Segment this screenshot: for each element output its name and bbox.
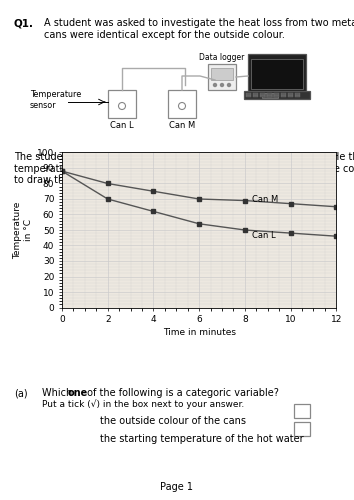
Circle shape xyxy=(178,102,185,110)
Text: the starting temperature of the hot water: the starting temperature of the hot wate… xyxy=(100,434,304,444)
FancyBboxPatch shape xyxy=(295,92,300,94)
FancyBboxPatch shape xyxy=(262,93,278,98)
FancyBboxPatch shape xyxy=(274,92,279,94)
Text: Q1.: Q1. xyxy=(14,18,34,28)
Y-axis label: Temperature
in °C: Temperature in °C xyxy=(13,202,33,258)
FancyBboxPatch shape xyxy=(246,95,251,97)
Circle shape xyxy=(221,84,223,86)
Text: Which: Which xyxy=(42,388,75,398)
Text: Page 1: Page 1 xyxy=(160,482,194,492)
Text: Can M: Can M xyxy=(169,121,195,130)
Circle shape xyxy=(119,102,126,110)
FancyBboxPatch shape xyxy=(208,64,236,90)
FancyBboxPatch shape xyxy=(246,92,251,94)
X-axis label: Time in minutes: Time in minutes xyxy=(162,328,236,338)
Text: Temperature
sensor: Temperature sensor xyxy=(30,90,81,110)
Text: Put a tick (√) in the box next to your answer.: Put a tick (√) in the box next to your a… xyxy=(42,399,244,408)
FancyBboxPatch shape xyxy=(294,422,310,436)
Circle shape xyxy=(228,84,230,86)
FancyBboxPatch shape xyxy=(288,95,293,97)
FancyBboxPatch shape xyxy=(267,95,272,97)
FancyBboxPatch shape xyxy=(253,95,258,97)
FancyBboxPatch shape xyxy=(108,90,136,118)
Text: Can L: Can L xyxy=(252,231,275,240)
FancyBboxPatch shape xyxy=(281,92,286,94)
FancyBboxPatch shape xyxy=(244,91,310,99)
FancyBboxPatch shape xyxy=(260,92,265,94)
FancyBboxPatch shape xyxy=(251,59,303,89)
FancyBboxPatch shape xyxy=(288,92,293,94)
Text: Can M: Can M xyxy=(252,196,278,204)
FancyBboxPatch shape xyxy=(274,95,279,97)
FancyBboxPatch shape xyxy=(295,95,300,97)
FancyBboxPatch shape xyxy=(281,95,286,97)
FancyBboxPatch shape xyxy=(253,92,258,94)
FancyBboxPatch shape xyxy=(260,95,265,97)
Text: of the following is a categoric variable?: of the following is a categoric variable… xyxy=(84,388,279,398)
FancyBboxPatch shape xyxy=(211,68,233,80)
FancyBboxPatch shape xyxy=(248,54,306,92)
Text: (a): (a) xyxy=(14,388,28,398)
Text: A student was asked to investigate the heat loss from two metal cans, L and M. T: A student was asked to investigate the h… xyxy=(44,18,354,40)
FancyBboxPatch shape xyxy=(168,90,196,118)
FancyBboxPatch shape xyxy=(267,92,272,94)
FancyBboxPatch shape xyxy=(294,404,310,418)
Text: Can L: Can L xyxy=(110,121,134,130)
Text: one: one xyxy=(68,388,88,398)
Text: The student filled the two cans with equal volumes of hot water. He then placed : The student filled the two cans with equ… xyxy=(14,152,354,185)
Text: the outside colour of the cans: the outside colour of the cans xyxy=(100,416,246,426)
Circle shape xyxy=(213,84,217,86)
Text: Data logger: Data logger xyxy=(199,53,245,62)
